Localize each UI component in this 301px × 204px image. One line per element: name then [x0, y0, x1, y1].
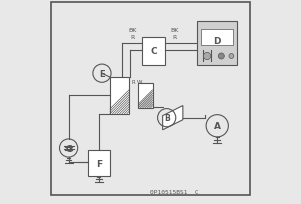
Text: F: F	[96, 159, 102, 168]
Text: D: D	[213, 37, 221, 46]
Text: G: G	[65, 144, 72, 153]
Bar	[88, 150, 110, 176]
Text: B: B	[164, 114, 169, 123]
Circle shape	[203, 53, 211, 60]
Circle shape	[218, 54, 224, 60]
Bar	[138, 84, 153, 108]
Text: E: E	[99, 69, 105, 78]
Text: R: R	[130, 35, 135, 40]
Bar	[142, 38, 165, 66]
Text: C: C	[150, 47, 157, 56]
Text: W: W	[137, 79, 142, 84]
Bar	[197, 21, 237, 66]
Text: 0P10515BS1  C: 0P10515BS1 C	[150, 189, 199, 194]
Text: BK: BK	[171, 28, 179, 33]
Circle shape	[229, 54, 234, 59]
Polygon shape	[163, 106, 183, 130]
Text: BK: BK	[128, 28, 136, 33]
Text: R: R	[132, 79, 135, 84]
Bar	[201, 30, 233, 46]
Text: A: A	[214, 122, 221, 131]
Bar	[110, 78, 129, 114]
Text: R: R	[173, 35, 177, 40]
